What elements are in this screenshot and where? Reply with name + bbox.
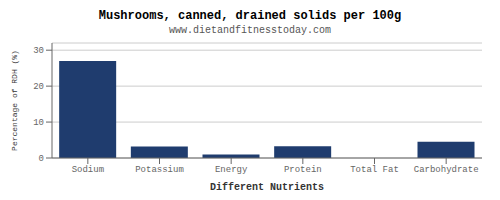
svg-text:30: 30 [33, 46, 44, 56]
svg-text:Sodium: Sodium [72, 165, 104, 175]
svg-text:0: 0 [39, 154, 44, 164]
html-text:www.dietandfitnesstoday.com: www.dietandfitnesstoday.com [169, 25, 331, 36]
html-text:Mushrooms, canned, drained sol: Mushrooms, canned, drained solids per 10… [98, 9, 402, 23]
svg-text:Energy: Energy [215, 165, 248, 175]
svg-text:Percentage of RDH (%): Percentage of RDH (%) [10, 50, 19, 151]
svg-text:Total Fat: Total Fat [350, 165, 399, 175]
svg-text:Potassium: Potassium [135, 165, 184, 175]
svg-text:20: 20 [33, 82, 44, 92]
svg-text:10: 10 [33, 118, 44, 128]
svg-text:Protein: Protein [284, 165, 322, 175]
svg-text:Different Nutrients: Different Nutrients [210, 182, 324, 192]
svg-text:Carbohydrate: Carbohydrate [414, 165, 479, 175]
